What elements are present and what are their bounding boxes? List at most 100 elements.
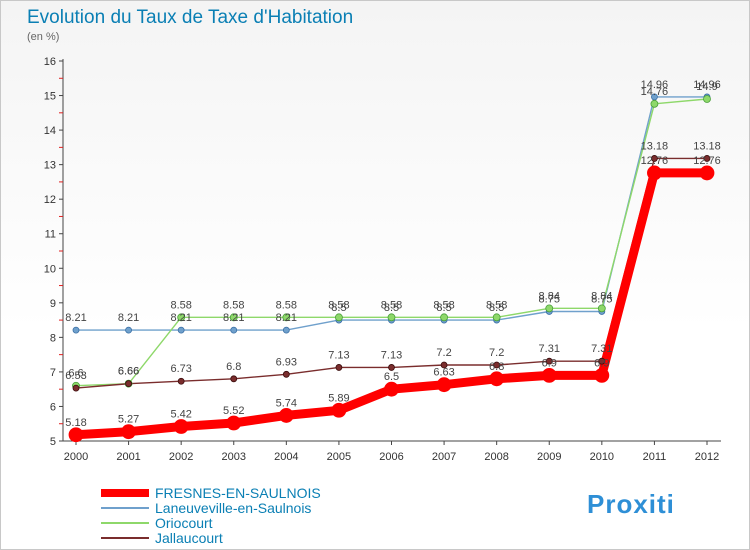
data-label: 14.9: [696, 81, 717, 93]
data-point: [335, 364, 343, 371]
data-label: 6.66: [118, 366, 139, 378]
data-point: [493, 361, 501, 369]
y-tick-label: 8: [50, 332, 56, 344]
data-label: 6.73: [170, 363, 191, 375]
data-point: [229, 313, 238, 322]
y-tick-label: 12: [44, 194, 56, 206]
data-point: [230, 326, 238, 334]
data-point: [436, 377, 452, 393]
data-point: [651, 93, 658, 101]
data-label: 8.58: [328, 299, 349, 311]
data-label: 5.42: [170, 408, 191, 420]
data-point: [177, 326, 185, 334]
logo-text: Proxiti: [587, 489, 675, 519]
data-label: 5.18: [65, 417, 86, 429]
data-label: 7.31: [539, 343, 560, 355]
y-tick-label: 7: [50, 367, 56, 379]
data-point: [387, 313, 396, 322]
data-point: [703, 155, 711, 162]
data-point: [545, 357, 553, 365]
legend-item-jallaucourt: Jallaucourt: [101, 530, 321, 546]
data-label: 8.84: [539, 290, 560, 302]
data-point: [278, 408, 294, 423]
y-tick-label: 15: [44, 91, 56, 103]
data-label: 8.58: [223, 299, 244, 311]
y-tick-label: 6: [50, 401, 56, 413]
x-tick-label: 2008: [484, 451, 508, 463]
x-tick-label: 2001: [116, 451, 140, 463]
data-point: [331, 402, 347, 418]
data-label: 13.18: [693, 140, 721, 152]
data-label: 7.13: [381, 349, 402, 361]
legend-swatch-fresnes: [101, 488, 149, 497]
data-label: 14.96: [641, 79, 669, 91]
data-label: 6.5: [384, 371, 399, 383]
data-point: [598, 357, 606, 365]
data-label: 14.76: [641, 86, 669, 98]
data-point: [121, 424, 136, 440]
data-label: 8.58: [276, 299, 297, 311]
data-label: 6.9: [542, 357, 557, 369]
x-tick-label: 2012: [695, 451, 719, 463]
data-point: [230, 375, 238, 383]
data-point: [650, 99, 659, 108]
data-label: 8.21: [118, 312, 139, 324]
legend-swatch-oriocourt: [101, 521, 149, 524]
data-label: 8.58: [486, 299, 507, 311]
x-tick-label: 2004: [274, 451, 298, 463]
x-tick-label: 2003: [222, 451, 246, 463]
data-label: 8.58: [433, 299, 454, 311]
data-point: [72, 384, 80, 392]
data-label: 5.27: [118, 414, 139, 426]
data-label: 6.66: [118, 366, 139, 378]
data-label: 8.21: [65, 312, 86, 324]
data-point: [703, 95, 711, 103]
data-label: 5.52: [223, 405, 244, 417]
data-point: [177, 313, 186, 322]
data-point: [489, 371, 505, 387]
data-label: 8.5: [436, 302, 451, 314]
data-point: [647, 165, 662, 181]
data-label: 8.75: [591, 293, 612, 305]
x-tick-label: 2011: [643, 451, 667, 463]
data-point: [384, 381, 399, 397]
data-label: 8.5: [331, 302, 346, 314]
legend-item-laneuveville: Laneuveville-en-Saulnois: [101, 499, 321, 516]
y-tick-label: 13: [44, 160, 56, 172]
y-tick-label: 16: [44, 56, 56, 68]
legend: FRESNES-EN-SAULNOIS Laneuveville-en-Saul…: [101, 484, 321, 546]
data-label: 7.2: [436, 347, 451, 359]
data-label: 6.6: [68, 368, 83, 380]
legend-label: Laneuveville-en-Saulnois: [155, 499, 312, 516]
data-point: [282, 370, 290, 378]
data-point: [68, 427, 84, 443]
x-tick-label: 2005: [327, 451, 351, 463]
data-point: [125, 326, 132, 334]
y-tick-label: 14: [44, 125, 56, 137]
data-label: 8.21: [276, 312, 297, 324]
data-label: 6.9: [594, 357, 609, 369]
data-point: [72, 326, 80, 334]
data-point: [177, 377, 185, 385]
legend-label: FRESNES-EN-SAULNOIS: [155, 484, 321, 501]
data-label: 12.76: [693, 155, 721, 167]
data-point: [597, 304, 606, 313]
legend-item-oriocourt: Oriocourt: [101, 515, 321, 531]
x-tick-label: 2010: [590, 451, 614, 463]
data-point: [440, 361, 448, 369]
data-point: [226, 415, 242, 431]
data-label: 6.53: [65, 370, 86, 382]
y-tick-label: 5: [50, 436, 56, 448]
data-label: 8.58: [381, 299, 402, 311]
data-label: 6.8: [489, 361, 504, 373]
data-label: 8.5: [489, 302, 504, 314]
data-point: [173, 419, 189, 434]
data-point: [125, 380, 132, 388]
data-label: 8.84: [591, 290, 612, 302]
x-tick-label: 2002: [169, 451, 193, 463]
data-label: 12.76: [641, 155, 669, 167]
data-label: 7.31: [591, 343, 612, 355]
data-point: [335, 313, 343, 322]
